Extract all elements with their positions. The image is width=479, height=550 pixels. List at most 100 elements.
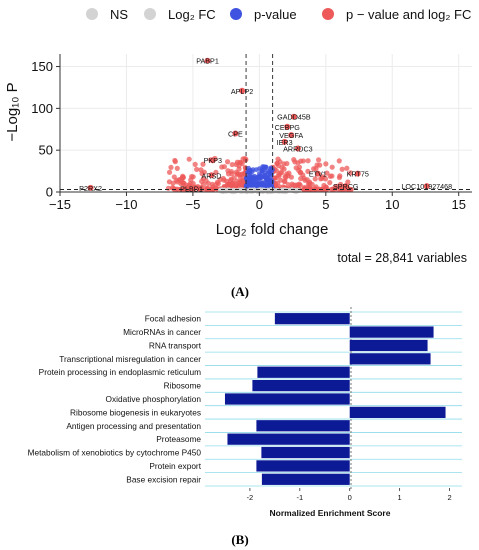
enrichment-bar — [261, 473, 350, 485]
volcano-point-label: CPE — [228, 129, 243, 138]
volcano-point-sig-fc — [284, 160, 290, 167]
volcano-point-sig-fc — [313, 184, 319, 190]
volcano-point-sig-fc — [239, 171, 245, 177]
volcano-point-sig-fc — [303, 186, 309, 192]
enrichment-x-ticks: -2 -1 0 1 2 — [247, 488, 452, 502]
volcano-y-tick-label: 150 — [31, 59, 53, 74]
volcano-point-sig-fc — [170, 180, 176, 186]
volcano-point-sig-fc — [237, 182, 243, 188]
volcano-x-tick-label: −5 — [185, 197, 200, 212]
volcano-point-label: ETV1 — [309, 170, 327, 179]
volcano-point-sig-fc — [298, 158, 304, 164]
legend-label-log2fc: Log₂ FC — [168, 7, 216, 22]
volcano-total-caption: total = 28,841 variables — [337, 251, 467, 265]
volcano-point-sig-fc — [240, 156, 246, 162]
enrichment-category-labels: Focal adhesion MicroRNAs in cancer RNA tra… — [28, 314, 202, 485]
volcano-point-sig-fc — [297, 170, 304, 176]
legend-label-pvalue: p-value — [254, 7, 297, 22]
volcano-point-label: IER3 — [277, 138, 293, 147]
volcano-point-sig-fc — [205, 180, 212, 187]
enrichment-bar — [274, 313, 350, 325]
enrichment-bar — [256, 420, 350, 432]
volcano-y-axis-label: −Log₁₀ P — [4, 82, 21, 141]
volcano-point-sig-fc — [236, 163, 242, 169]
volcano-point-sig-fc — [229, 161, 235, 168]
volcano-x-ticks: −15 −10 −5 0 5 10 15 — [49, 192, 466, 212]
enrichment-category-label: RNA transport — [149, 340, 202, 350]
volcano-point-label: GADD45B — [277, 113, 311, 122]
volcano-point-sig-fc — [308, 186, 314, 193]
volcano-point-sig-fc — [319, 175, 325, 181]
volcano-point-sig-fc — [224, 159, 231, 165]
enrichment-bar — [349, 353, 431, 365]
volcano-point — [204, 57, 211, 64]
volcano-point — [342, 183, 349, 190]
volcano-point-sig-fc — [221, 177, 227, 183]
volcano-point — [281, 138, 288, 145]
volcano-point-sig-p — [264, 176, 270, 182]
legend-marker-pvalue — [230, 8, 242, 20]
volcano-point-sig-p — [269, 171, 274, 177]
volcano-point-sig-fc — [181, 184, 188, 190]
volcano-point-sig-fc — [225, 171, 232, 177]
volcano-point-sig-fc — [190, 174, 196, 180]
volcano-point-sig-fc — [323, 161, 329, 167]
enrichment-category-label: Oxidative phosphorylation — [106, 394, 202, 404]
volcano-point-sig-fc — [166, 169, 173, 175]
legend-marker-ns — [86, 8, 98, 20]
volcano-point-sig-p — [261, 164, 267, 170]
volcano-point-sig-fc — [288, 174, 295, 180]
volcano-point-sig-fc — [278, 177, 284, 183]
volcano-point — [209, 157, 216, 164]
volcano-point-label: P2RX2 — [79, 184, 102, 193]
volcano-point-sig-fc — [304, 177, 310, 183]
volcano-point — [188, 185, 195, 192]
volcano-point — [423, 183, 430, 190]
volcano-point-sig-fc — [281, 166, 287, 172]
enrichment-bar — [261, 446, 350, 459]
enrichment-x-tick-label: 1 — [398, 493, 402, 502]
enrichment-category-label: Transcriptional misregulation in cancer — [59, 354, 201, 364]
enrichment-category-label: Ribosome — [164, 381, 202, 391]
volcano-point-sig-p — [250, 177, 256, 183]
enrichment-category-label: MicroRNAs in cancer — [123, 327, 201, 337]
volcano-point-label: PKP3 — [204, 156, 222, 165]
volcano-point-sig-fc — [274, 160, 280, 166]
volcano-x-tick-label: −10 — [115, 197, 137, 212]
enrichment-category-label: Metabolism of xenobiotics by cytochrome … — [28, 448, 202, 458]
enrichment-category-label: Focal adhesion — [145, 314, 202, 324]
volcano-point-sig-fc — [292, 159, 298, 165]
legend-marker-log2fc — [144, 8, 156, 20]
volcano-legend: NS Log₂ FC p-value p − value and log₂ FC — [86, 7, 471, 22]
volcano-point-sig-fc — [213, 181, 219, 188]
volcano-point-sig-fc — [339, 166, 345, 172]
enrichment-bar — [257, 366, 350, 378]
volcano-point — [284, 123, 291, 130]
volcano-point-label: KRT75 — [347, 170, 369, 179]
volcano-point-sig-fc — [192, 161, 198, 167]
volcano-point-sig-fc — [217, 177, 223, 183]
volcano-point-sig-fc — [327, 173, 333, 179]
volcano-point-sig-fc — [230, 180, 236, 186]
enrichment-category-label: Protein processing in endoplasmic reticu… — [39, 367, 201, 377]
enrichment-plot-area: Focal adhesion MicroRNAs in cancer RNA tra… — [28, 307, 462, 502]
volcano-point-sig-fc — [327, 179, 333, 186]
volcano-point-sig-fc — [315, 157, 322, 163]
volcano-point-ns — [293, 187, 298, 193]
enrichment-bar — [256, 460, 350, 472]
volcano-y-tick-label: 50 — [39, 143, 53, 158]
volcano-point — [290, 113, 297, 120]
enrichment-bars — [224, 313, 446, 485]
volcano-point-sig-fc — [213, 169, 219, 175]
volcano-x-tick-label: 0 — [256, 197, 263, 212]
panel-label-a: (A) — [231, 284, 249, 299]
enrichment-bar — [349, 339, 428, 352]
enrichment-x-tick-label: -1 — [296, 493, 303, 502]
volcano-point-sig-fc — [307, 180, 313, 187]
enrichment-x-tick-label: 2 — [447, 493, 451, 502]
volcano-x-axis-label: Log₂ fold change — [216, 221, 329, 238]
volcano-y-tick-label: 0 — [46, 185, 53, 200]
enrichment-gridlines — [205, 311, 462, 487]
